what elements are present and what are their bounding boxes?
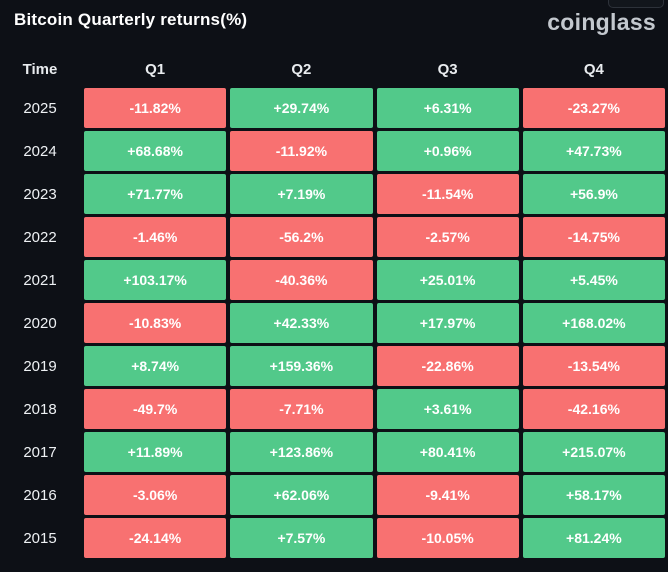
return-cell: +81.24% [522, 518, 665, 558]
return-cell: -42.16% [522, 389, 665, 429]
table-row: 2024 +68.68% -11.92% +0.96% +47.73% [0, 131, 668, 171]
return-cell: +103.17% [84, 260, 227, 300]
return-cell: +42.33% [230, 303, 373, 343]
return-cell: +25.01% [376, 260, 519, 300]
return-cell: -40.36% [230, 260, 373, 300]
year-label: 2019 [23, 357, 57, 375]
year-label: 2023 [23, 185, 57, 203]
year-label: 2018 [23, 400, 57, 418]
return-cell: +7.57% [230, 518, 373, 558]
year-label: 2015 [23, 529, 57, 547]
column-header-q1: Q1 [145, 60, 166, 78]
year-label: 2024 [23, 142, 57, 160]
table-row: 2015 -24.14% +7.57% -10.05% +81.24% [0, 518, 668, 558]
column-header-q4: Q4 [583, 60, 604, 78]
return-cell: +56.9% [522, 174, 665, 214]
return-cell: +5.45% [522, 260, 665, 300]
table-row: 2017 +11.89% +123.86% +80.41% +215.07% [0, 432, 668, 472]
return-cell: -49.7% [84, 389, 227, 429]
returns-table: Time Q1 Q2 Q3 Q4 2025 -11.82% +29.74% +6.31% -23… [0, 50, 668, 558]
table-header-row: Time Q1 Q2 Q3 Q4 [0, 50, 668, 88]
return-cell: +71.77% [84, 174, 227, 214]
return-cell: -11.92% [230, 131, 373, 171]
column-header-q3: Q3 [437, 60, 458, 78]
year-label: 2025 [23, 99, 57, 117]
return-cell: +58.17% [522, 475, 665, 515]
column-header-time: Time [22, 60, 58, 78]
column-header-q2: Q2 [291, 60, 312, 78]
table-row: 2020 -10.83% +42.33% +17.97% +168.02% [0, 303, 668, 343]
page-title: Bitcoin Quarterly returns(%) [14, 10, 248, 29]
table-row: 2025 -11.82% +29.74% +6.31% -23.27% [0, 88, 668, 128]
return-cell: -10.83% [84, 303, 227, 343]
year-label: 2017 [23, 443, 57, 461]
return-cell: -56.2% [230, 217, 373, 257]
cropped-corner-button[interactable] [608, 0, 664, 8]
year-label: 2016 [23, 486, 57, 504]
coinglass-logo[interactable]: coinglass [547, 9, 656, 35]
year-label: 2020 [23, 314, 57, 332]
return-cell: -10.05% [376, 518, 519, 558]
table-row: 2016 -3.06% +62.06% -9.41% +58.17% [0, 475, 668, 515]
return-cell: +11.89% [84, 432, 227, 472]
return-cell: -7.71% [230, 389, 373, 429]
return-cell: +168.02% [522, 303, 665, 343]
return-cell: -3.06% [84, 475, 227, 515]
return-cell: +123.86% [230, 432, 373, 472]
table-row: 2018 -49.7% -7.71% +3.61% -42.16% [0, 389, 668, 429]
return-cell: -22.86% [376, 346, 519, 386]
return-cell: -13.54% [522, 346, 665, 386]
return-cell: -24.14% [84, 518, 227, 558]
return-cell: +159.36% [230, 346, 373, 386]
return-cell: -1.46% [84, 217, 227, 257]
return-cell: +215.07% [522, 432, 665, 472]
year-label: 2022 [23, 228, 57, 246]
return-cell: +3.61% [376, 389, 519, 429]
year-label: 2021 [23, 271, 57, 289]
return-cell: -9.41% [376, 475, 519, 515]
table-row: 2022 -1.46% -56.2% -2.57% -14.75% [0, 217, 668, 257]
return-cell: +8.74% [84, 346, 227, 386]
table-body: 2025 -11.82% +29.74% +6.31% -23.27% 2024 +68.6… [0, 88, 668, 558]
table-row: 2019 +8.74% +159.36% -22.86% -13.54% [0, 346, 668, 386]
return-cell: +80.41% [376, 432, 519, 472]
table-row: 2021 +103.17% -40.36% +25.01% +5.45% [0, 260, 668, 300]
return-cell: -2.57% [376, 217, 519, 257]
return-cell: +0.96% [376, 131, 519, 171]
return-cell: -11.82% [84, 88, 227, 128]
return-cell: +17.97% [376, 303, 519, 343]
return-cell: +6.31% [376, 88, 519, 128]
return-cell: -23.27% [522, 88, 665, 128]
return-cell: +29.74% [230, 88, 373, 128]
table-row: 2023 +71.77% +7.19% -11.54% +56.9% [0, 174, 668, 214]
return-cell: +68.68% [84, 131, 227, 171]
return-cell: +7.19% [230, 174, 373, 214]
return-cell: -11.54% [376, 174, 519, 214]
return-cell: +47.73% [522, 131, 665, 171]
widget-header: Bitcoin Quarterly returns(%) coinglass [0, 0, 668, 50]
return-cell: +62.06% [230, 475, 373, 515]
return-cell: -14.75% [522, 217, 665, 257]
